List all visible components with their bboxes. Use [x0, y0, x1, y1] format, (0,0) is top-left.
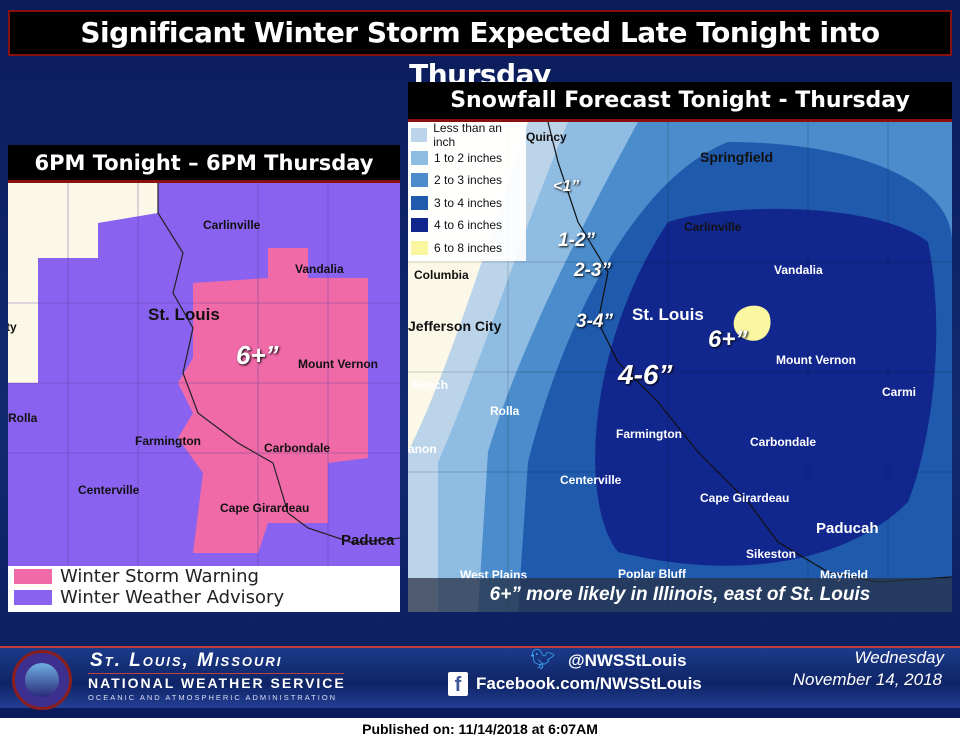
- city-label: Centerville: [560, 473, 622, 487]
- logo-globe-icon: [25, 663, 59, 697]
- city-label: Carlinville: [684, 220, 742, 234]
- legend-label: 4 to 6 inches: [434, 218, 503, 233]
- twitter-handle[interactable]: @NWSStLouis: [568, 651, 687, 670]
- legend-swatch: [411, 150, 428, 165]
- legend-swatch: [411, 128, 428, 143]
- city-label: Cape Girardeau: [220, 501, 310, 515]
- agency-subtitle: OCEANIC AND ATMOSPHERIC ADMINISTRATION: [88, 693, 338, 702]
- legend-item: Less than an inch: [411, 121, 523, 150]
- amount-label: 2-3”: [574, 260, 611, 281]
- legend-label: 1 to 2 inches: [434, 150, 503, 165]
- city-label: Quincy: [526, 130, 567, 144]
- map-caption: 6+” more likely in Illinois, east of St.…: [408, 578, 952, 612]
- footer-banner: St. Louis, Missouri NATIONAL WEATHER SER…: [0, 648, 960, 710]
- right-panel-title: Snowfall Forecast Tonight - Thursday: [408, 82, 952, 122]
- city-label: St. Louis: [632, 305, 704, 324]
- legend-swatch: [411, 173, 428, 188]
- city-label: Carmi: [882, 385, 917, 399]
- page-title: Significant Winter Storm Expected Late T…: [8, 10, 952, 91]
- legend-swatch: [411, 218, 428, 233]
- twitter-icon: 🐦︎: [530, 649, 556, 671]
- legend-label: Less than an inch: [433, 121, 502, 150]
- office-name: St. Louis, Missouri: [90, 650, 283, 671]
- legend-item-warning: Winter Storm Warning: [8, 566, 400, 587]
- facebook-link[interactable]: Facebook.com/NWSStLouis: [476, 674, 702, 693]
- snow-band-6-8: [733, 305, 771, 341]
- city-label: Vandalia: [295, 262, 344, 276]
- city-label: Poplar Bluff: [618, 567, 686, 581]
- date: November 14, 2018: [792, 670, 942, 689]
- no-hazard-area: [8, 183, 158, 383]
- agency-name: NATIONAL WEATHER SERVICE: [88, 675, 346, 691]
- city-label: Mount Vernon: [776, 353, 856, 367]
- city-label: Jefferson City: [408, 318, 502, 334]
- city-label: Columbia: [414, 268, 469, 282]
- city-label: Carlinville: [203, 218, 261, 232]
- facebook-icon: f: [448, 672, 468, 696]
- legend-label: 3 to 4 inches: [434, 195, 503, 210]
- city-label: Paducah: [816, 520, 879, 537]
- legend-item: 1 to 2 inches: [411, 147, 523, 170]
- divider: [88, 673, 344, 674]
- city-label: Springfield: [700, 149, 774, 165]
- divider: [0, 646, 960, 648]
- nws-logo: [12, 650, 72, 710]
- legend-item: 2 to 3 inches: [411, 169, 523, 192]
- snow-band-4-6: [595, 208, 937, 566]
- city-label: Carbondale: [750, 435, 817, 449]
- city-label: Rolla: [8, 411, 38, 425]
- city-label: Centerville: [78, 483, 140, 497]
- legend-item-advisory: Winter Weather Advisory: [8, 587, 400, 608]
- legend-swatch: [411, 195, 428, 210]
- amount-label: <1”: [553, 178, 580, 195]
- legend-label: Winter Weather Advisory: [60, 587, 285, 608]
- city-label: City: [8, 320, 17, 334]
- city-label: St. Louis: [148, 305, 220, 324]
- amount-label: 4-6”: [618, 359, 673, 390]
- snowfall-map: Quincy Springfield Carlinville Columbia …: [408, 122, 952, 612]
- city-label: Sikeston: [746, 547, 797, 561]
- city-label: Rolla: [490, 404, 520, 418]
- city-label: Vandalia: [774, 263, 823, 277]
- amount-label: 1-2”: [558, 230, 595, 251]
- date-day: Wednesday: [854, 648, 944, 667]
- city-label: Farmington: [616, 427, 682, 441]
- amount-label: 3-4”: [576, 311, 613, 332]
- city-label: Cape Girardeau: [700, 491, 790, 505]
- city-label: Farmington: [135, 434, 201, 448]
- legend-swatch: [14, 590, 52, 605]
- legend-item: 3 to 4 inches: [411, 192, 523, 215]
- winter-storm-warning-area: [178, 248, 368, 553]
- amount-label: 6+”: [236, 340, 279, 370]
- city-label: Mount Vernon: [298, 357, 378, 371]
- hazard-legend: Winter Storm Warning Winter Weather Advi…: [8, 566, 400, 612]
- city-label: Carbondale: [264, 441, 331, 455]
- snowfall-legend: Less than an inch 1 to 2 inches 2 to 3 i…: [408, 121, 526, 261]
- legend-label: Winter Storm Warning: [60, 566, 259, 587]
- legend-item: 6 to 8 inches: [411, 237, 523, 260]
- city-label: Paduca: [341, 532, 395, 549]
- legend-label: 2 to 3 inches: [434, 173, 503, 188]
- city-label: anon: [408, 442, 437, 456]
- published-timestamp: Published on: 11/14/2018 at 6:07AM: [0, 718, 960, 740]
- legend-swatch: [411, 240, 428, 255]
- legend-label: 6 to 8 inches: [434, 240, 503, 255]
- left-panel-title: 6PM Tonight – 6PM Thursday: [8, 145, 400, 183]
- city-label: Beach: [412, 378, 449, 392]
- amount-label: 6+”: [708, 326, 748, 353]
- legend-swatch: [14, 569, 52, 584]
- warning-map: Carlinville Vandalia St. Louis Mount Ver…: [8, 183, 400, 566]
- legend-item: 4 to 6 inches: [411, 214, 523, 237]
